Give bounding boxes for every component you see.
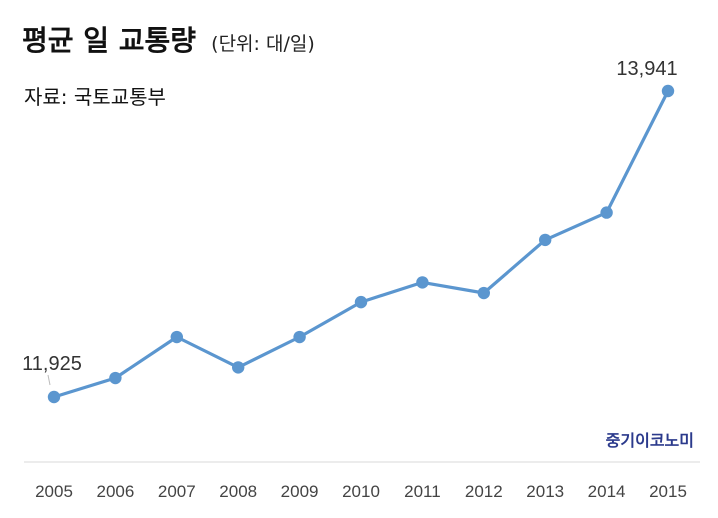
data-point	[477, 286, 490, 300]
data-point	[600, 206, 613, 219]
x-tick-label: 2007	[158, 482, 196, 501]
x-tick-label: 2010	[342, 482, 380, 501]
source-note: 자료: 국토교통부	[24, 85, 166, 109]
data-point	[539, 233, 552, 247]
x-tick-label: 2013	[526, 482, 564, 501]
series-group	[47, 84, 675, 404]
x-tick-label: 2015	[649, 482, 687, 501]
x-tick-label: 2005	[35, 482, 73, 501]
x-axis-ticks: 2005 2006 2007 2008 2009 2010 2011 2012 2013 2014…	[35, 482, 687, 501]
x-tick-label: 2014	[588, 482, 626, 501]
data-point	[661, 84, 675, 98]
data-point	[416, 276, 429, 289]
data-labels-group: 11,925 13,941	[22, 58, 678, 386]
data-label: 11,925	[22, 353, 82, 375]
series-line	[52, 89, 670, 399]
data-point	[47, 390, 61, 404]
x-tick-label: 2009	[281, 482, 319, 501]
x-tick-label: 2012	[465, 482, 503, 501]
x-tick-label: 2011	[404, 482, 441, 501]
chart-unit-note: (단위: 대/일)	[211, 33, 315, 55]
data-point	[354, 295, 368, 309]
data-point	[232, 361, 245, 374]
data-point	[109, 371, 122, 385]
x-tick-label: 2006	[96, 482, 134, 501]
data-point	[293, 330, 306, 344]
data-label-leader	[47, 374, 51, 386]
chart-title: 평균 일 교통량 (단위: 대/일)	[22, 24, 315, 57]
brand-watermark: 중기이코노미	[606, 431, 694, 450]
chart-title-main: 평균 일 교통량	[22, 24, 196, 57]
data-point	[170, 330, 183, 344]
x-tick-label: 2008	[219, 482, 257, 501]
data-label: 13,941	[616, 58, 677, 80]
